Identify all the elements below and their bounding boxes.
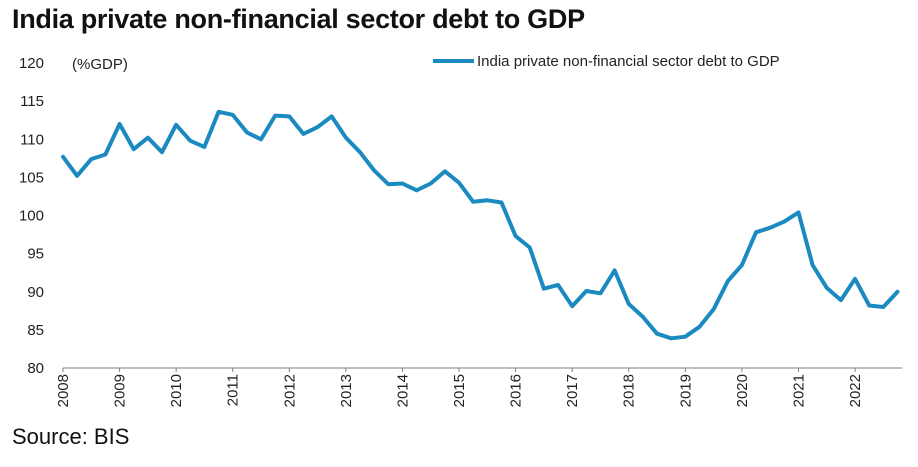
- y-tick-label: 90: [27, 284, 44, 301]
- x-tick-label: 2010: [168, 374, 185, 407]
- legend-label: India private non-financial sector debt …: [477, 53, 780, 70]
- y-tick-label: 85: [27, 322, 44, 339]
- legend: India private non-financial sector debt …: [433, 53, 780, 70]
- x-tick-label: 2008: [55, 374, 72, 407]
- y-unit-label: (%GDP): [72, 56, 128, 73]
- x-tick-label: 2012: [281, 374, 298, 407]
- y-tick-label: 105: [19, 169, 44, 186]
- x-tick-label: 2013: [338, 374, 355, 407]
- x-tick-label: 2018: [621, 374, 638, 407]
- x-tick-label: 2017: [564, 374, 581, 407]
- x-tick-label: 2022: [847, 374, 864, 407]
- chart-title: India private non-financial sector debt …: [12, 4, 585, 34]
- x-tick-label: 2019: [677, 374, 694, 407]
- y-tick-label: 100: [19, 208, 44, 225]
- y-tick-label: 110: [20, 131, 44, 148]
- x-tick-label: 2014: [394, 374, 411, 407]
- x-tick-label: 2016: [508, 374, 525, 407]
- y-tick-label: 95: [27, 246, 44, 263]
- series-line: [61, 109, 900, 341]
- y-tick-label: 115: [20, 93, 44, 110]
- x-tick-label: 2020: [734, 374, 751, 407]
- y-tick-label: 120: [19, 55, 44, 72]
- x-tick-label: 2021: [790, 374, 807, 407]
- x-tick-label: 2011: [225, 374, 242, 406]
- y-tick-label: 80: [27, 360, 44, 377]
- y-axis-ticks: 80 85 90 95 100 105 110 115 120: [19, 55, 44, 377]
- x-tick-label: 2009: [112, 374, 129, 407]
- x-tick-label: 2015: [451, 374, 468, 407]
- x-axis-ticks: 2008 2009 2010 2011 2012 2013 2014 2015 2016 2017…: [55, 368, 864, 407]
- source-note: Source: BIS: [12, 424, 130, 449]
